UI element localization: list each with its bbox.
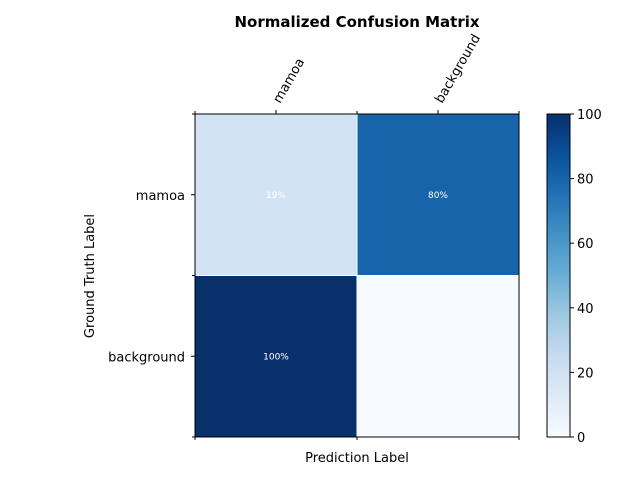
y-tick-label: mamoa: [136, 189, 185, 204]
y-axis-label: Ground Truth Label: [83, 214, 98, 338]
cell-value-label: 100%: [263, 352, 289, 362]
colorbar-tick-label: 80: [577, 173, 594, 188]
heatmap-cell: [356, 113, 520, 276]
colorbar: 0 20 40 60 80 100: [546, 108, 602, 446]
cell-value-label: 80%: [428, 191, 448, 201]
x-axis-label: Prediction Label: [305, 451, 409, 466]
x-tick-label: background: [432, 32, 483, 106]
colorbar-tick-label: 40: [577, 302, 594, 317]
heatmap-cell: [356, 275, 520, 438]
heatmap-cells: 19% 80% 100%: [194, 113, 520, 438]
colorbar-tick-label: 60: [577, 237, 594, 252]
colorbar-tick-label: 20: [577, 366, 594, 381]
chart-title: Normalized Confusion Matrix: [234, 13, 479, 31]
heatmap-cell: [194, 275, 358, 438]
x-tick-label: mamoa: [270, 56, 308, 106]
colorbar-gradient: [546, 113, 571, 438]
colorbar-tick-label: 100: [577, 108, 602, 123]
y-tick-label: background: [108, 350, 185, 365]
heatmap-cell: [194, 113, 358, 276]
colorbar-tick-label: 0: [577, 431, 585, 446]
cell-value-label: 19%: [266, 191, 286, 201]
